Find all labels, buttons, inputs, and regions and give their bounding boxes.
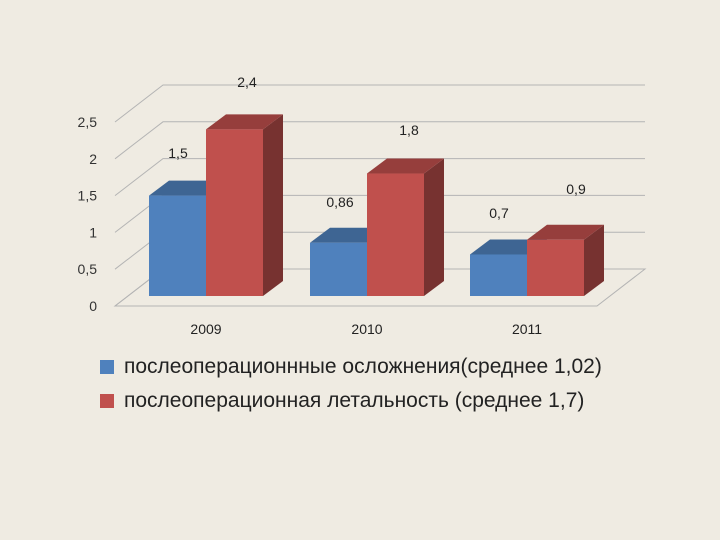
data-label: 0,86 bbox=[326, 194, 353, 210]
y-tick-label: 2,5 bbox=[78, 114, 98, 130]
legend-item-series-1: послеоперационнные осложнения(среднее 1,… bbox=[100, 350, 602, 384]
data-labels: 1,5 2,4 0,86 1,8 0,7 0,9 bbox=[168, 74, 586, 221]
bar-side bbox=[584, 224, 604, 296]
bar-side bbox=[424, 158, 444, 296]
y-tick-label: 1,5 bbox=[78, 188, 98, 204]
bar-front bbox=[367, 173, 424, 296]
y-tick-label: 0,5 bbox=[78, 261, 98, 277]
bars bbox=[149, 114, 604, 296]
bar-top bbox=[367, 158, 444, 174]
data-label: 1,5 bbox=[168, 145, 188, 161]
data-label: 1,8 bbox=[399, 122, 419, 138]
gridline-4 bbox=[114, 121, 645, 160]
bar-top bbox=[527, 224, 604, 240]
gridline-3 bbox=[114, 158, 645, 196]
legend-label-series-2: послеоперационная летальность (среднее 1… bbox=[124, 389, 585, 412]
data-label: 0,7 bbox=[489, 205, 509, 221]
bar bbox=[367, 158, 444, 296]
floor bbox=[113, 268, 647, 307]
y-tick-label: 1 bbox=[89, 224, 97, 240]
gridline-5 bbox=[114, 84, 645, 123]
legend-label-series-1: послеоперационнные осложнения(среднее 1,… bbox=[124, 355, 602, 378]
bar-front bbox=[527, 239, 584, 296]
legend-swatch-series-1 bbox=[100, 360, 114, 374]
legend: послеоперационнные осложнения(среднее 1,… bbox=[100, 350, 602, 418]
y-tick-label: 2 bbox=[89, 151, 97, 167]
y-axis-ticks: 0 0,5 1 1,5 2 2,5 bbox=[78, 114, 98, 314]
x-tick-label: 2010 bbox=[351, 321, 382, 337]
bar-side bbox=[263, 114, 283, 296]
bar-front bbox=[470, 254, 527, 296]
bar bbox=[206, 114, 283, 296]
bar-top bbox=[206, 114, 283, 130]
legend-swatch-series-2 bbox=[100, 394, 114, 408]
bar-front bbox=[206, 129, 263, 296]
bar bbox=[527, 224, 604, 296]
legend-item-series-2: послеоперационная летальность (среднее 1… bbox=[100, 384, 602, 418]
data-label: 2,4 bbox=[237, 74, 257, 90]
data-label: 0,9 bbox=[566, 181, 586, 197]
y-tick-label: 0 bbox=[89, 298, 97, 314]
x-tick-label: 2009 bbox=[190, 321, 221, 337]
category-labels: 2009 2010 2011 bbox=[190, 321, 542, 337]
bar-front bbox=[149, 195, 206, 296]
x-tick-label: 2011 bbox=[512, 321, 542, 337]
bar-front bbox=[310, 242, 367, 296]
